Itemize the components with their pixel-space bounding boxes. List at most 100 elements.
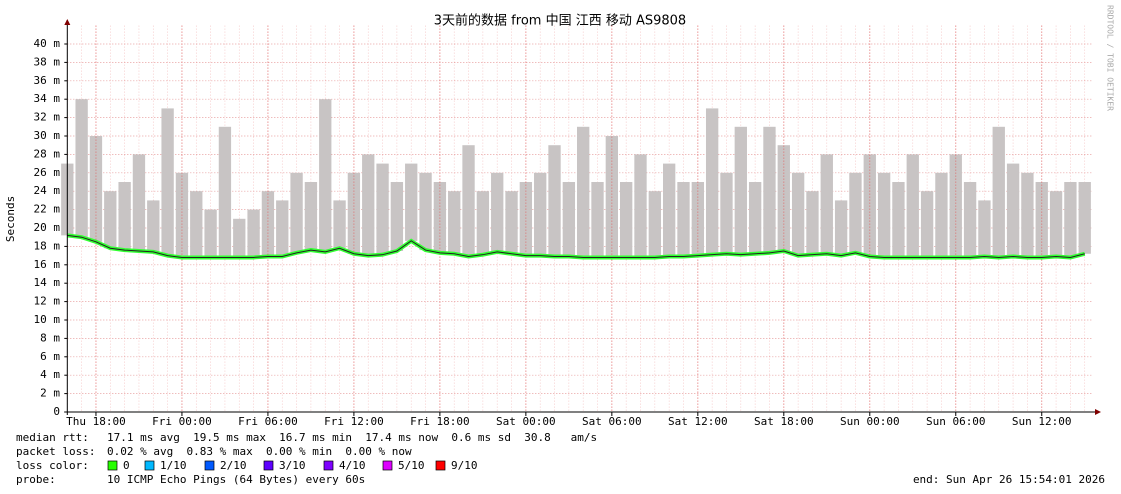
probe-text: 10 ICMP Echo Pings (64 Bytes) every 60s (107, 473, 365, 486)
smoke-bar (562, 182, 576, 257)
smoke-bar (405, 163, 418, 241)
smoke-bar (319, 99, 332, 252)
y-tick-label: 4 m (40, 368, 60, 381)
x-tick-label: Sun 00:00 (840, 415, 900, 428)
smoke-bar (863, 154, 876, 257)
smoke-bar (476, 191, 490, 255)
y-axis-label: Seconds (4, 196, 17, 242)
smoke-bar (534, 172, 547, 256)
smoke-bar (820, 154, 833, 254)
x-tick-label: Fri 00:00 (152, 415, 212, 428)
y-tick-label: 18 m (34, 239, 61, 252)
smoke-bar (519, 182, 533, 256)
stats-text: 17.1 ms avg 19.5 ms max 16.7 ms min 17.4… (107, 431, 597, 444)
smoke-bar (677, 182, 690, 257)
plot-area: 0 2 m 4 m 6 m 8 m 10 m 12 m 14 m 16 m 18 m 20 m 22 … (34, 19, 1101, 428)
smoke-bar (992, 126, 1005, 258)
x-tick-label: Fri 06:00 (238, 415, 298, 428)
smoke-bar (591, 182, 604, 258)
legend-label: 5/10 (398, 459, 425, 472)
smoke-bar (433, 182, 447, 253)
legend-swatch (204, 460, 215, 471)
smoke-bar (1064, 182, 1077, 258)
legend-label: 4/10 (339, 459, 366, 472)
smoke-bar (132, 154, 146, 251)
watermark: RRDTOOL / TOBI OETIKER (1106, 5, 1115, 111)
smoke-bar (419, 172, 432, 251)
smoke-bar (505, 191, 518, 254)
y-tick-label: 14 m (34, 276, 61, 289)
y-tick-label: 2 m (40, 387, 60, 400)
smoke-bar (89, 136, 103, 242)
y-tick-label: 34 m (34, 92, 61, 105)
smoke-bar (935, 172, 948, 258)
legend-swatch (263, 460, 274, 471)
smoke-bar (806, 191, 819, 255)
probe-label: probe: (16, 473, 56, 486)
smoke-bar (491, 172, 504, 252)
smoke-bar (791, 172, 805, 256)
y-tick-label: 30 m (34, 129, 61, 142)
smoke-bar (376, 163, 389, 255)
x-tick-label: Thu 18:00 (66, 415, 126, 428)
x-tick-label: Sun 06:00 (926, 415, 986, 428)
smoke-bar (1078, 182, 1091, 254)
x-tick-label: Sun 12:00 (1012, 415, 1072, 428)
smoke-bar (161, 108, 174, 256)
y-tick-label: 12 m (34, 295, 61, 308)
y-tick-label: 24 m (34, 184, 61, 197)
smoke-bar (304, 182, 318, 251)
legend-swatch (435, 460, 446, 471)
legend-label: 0 (123, 459, 130, 472)
smoke-bar (233, 218, 246, 258)
smoke-bar (347, 172, 361, 254)
stats-label: packet loss: (16, 445, 95, 458)
smoke-bar (147, 200, 160, 252)
y-tick-label: 32 m (34, 111, 61, 124)
smoke-bar (118, 182, 131, 251)
legend: median rtt: 17.1 ms avg 19.5 ms max 16.7 … (16, 431, 1105, 486)
y-tick-label: 22 m (34, 203, 61, 216)
smoke-bar (920, 191, 934, 258)
y-tick-label: 36 m (34, 74, 61, 87)
smoke-bar (290, 172, 303, 253)
smoke-bar (1049, 191, 1063, 257)
y-tick-label: 26 m (34, 166, 61, 179)
end-time: end: Sun Apr 26 15:54:01 2026 (913, 473, 1105, 486)
legend-swatch (144, 460, 155, 471)
x-tick-label: Fri 18:00 (410, 415, 470, 428)
y-tick-label: 28 m (34, 147, 61, 160)
smoke-bar (548, 145, 561, 257)
smoke-bar (620, 182, 633, 258)
smoke-bar (75, 99, 88, 238)
smoke-bar (720, 172, 733, 254)
smoke-bar (190, 191, 203, 258)
smoke-bar (648, 191, 661, 258)
smoke-bar (777, 145, 790, 251)
y-tick-label: 38 m (34, 55, 61, 68)
smoke-bar (634, 154, 647, 258)
y-tick-label: 40 m (34, 37, 61, 50)
y-tick-label: 16 m (34, 258, 61, 271)
x-tick-label: Sat 18:00 (754, 415, 814, 428)
smoke-bar (1021, 172, 1034, 258)
legend-swatch (382, 460, 393, 471)
axis-arrow (64, 19, 71, 25)
smoke-bar (390, 182, 404, 251)
legend-swatch (107, 460, 118, 471)
smoke-bar (218, 126, 232, 258)
smoke-bar (1035, 182, 1048, 258)
smoke-bar (892, 182, 905, 258)
legend-label: 1/10 (160, 459, 187, 472)
smoke-bar (104, 191, 117, 249)
smoke-bar (763, 126, 776, 253)
legend-label: 2/10 (220, 459, 247, 472)
smoke-bar (705, 108, 719, 255)
smoke-bar (691, 182, 704, 256)
smoke-bar (978, 200, 991, 257)
y-tick-label: 20 m (34, 221, 61, 234)
smoke-bar (247, 209, 260, 258)
y-tick-label: 8 m (40, 331, 60, 344)
